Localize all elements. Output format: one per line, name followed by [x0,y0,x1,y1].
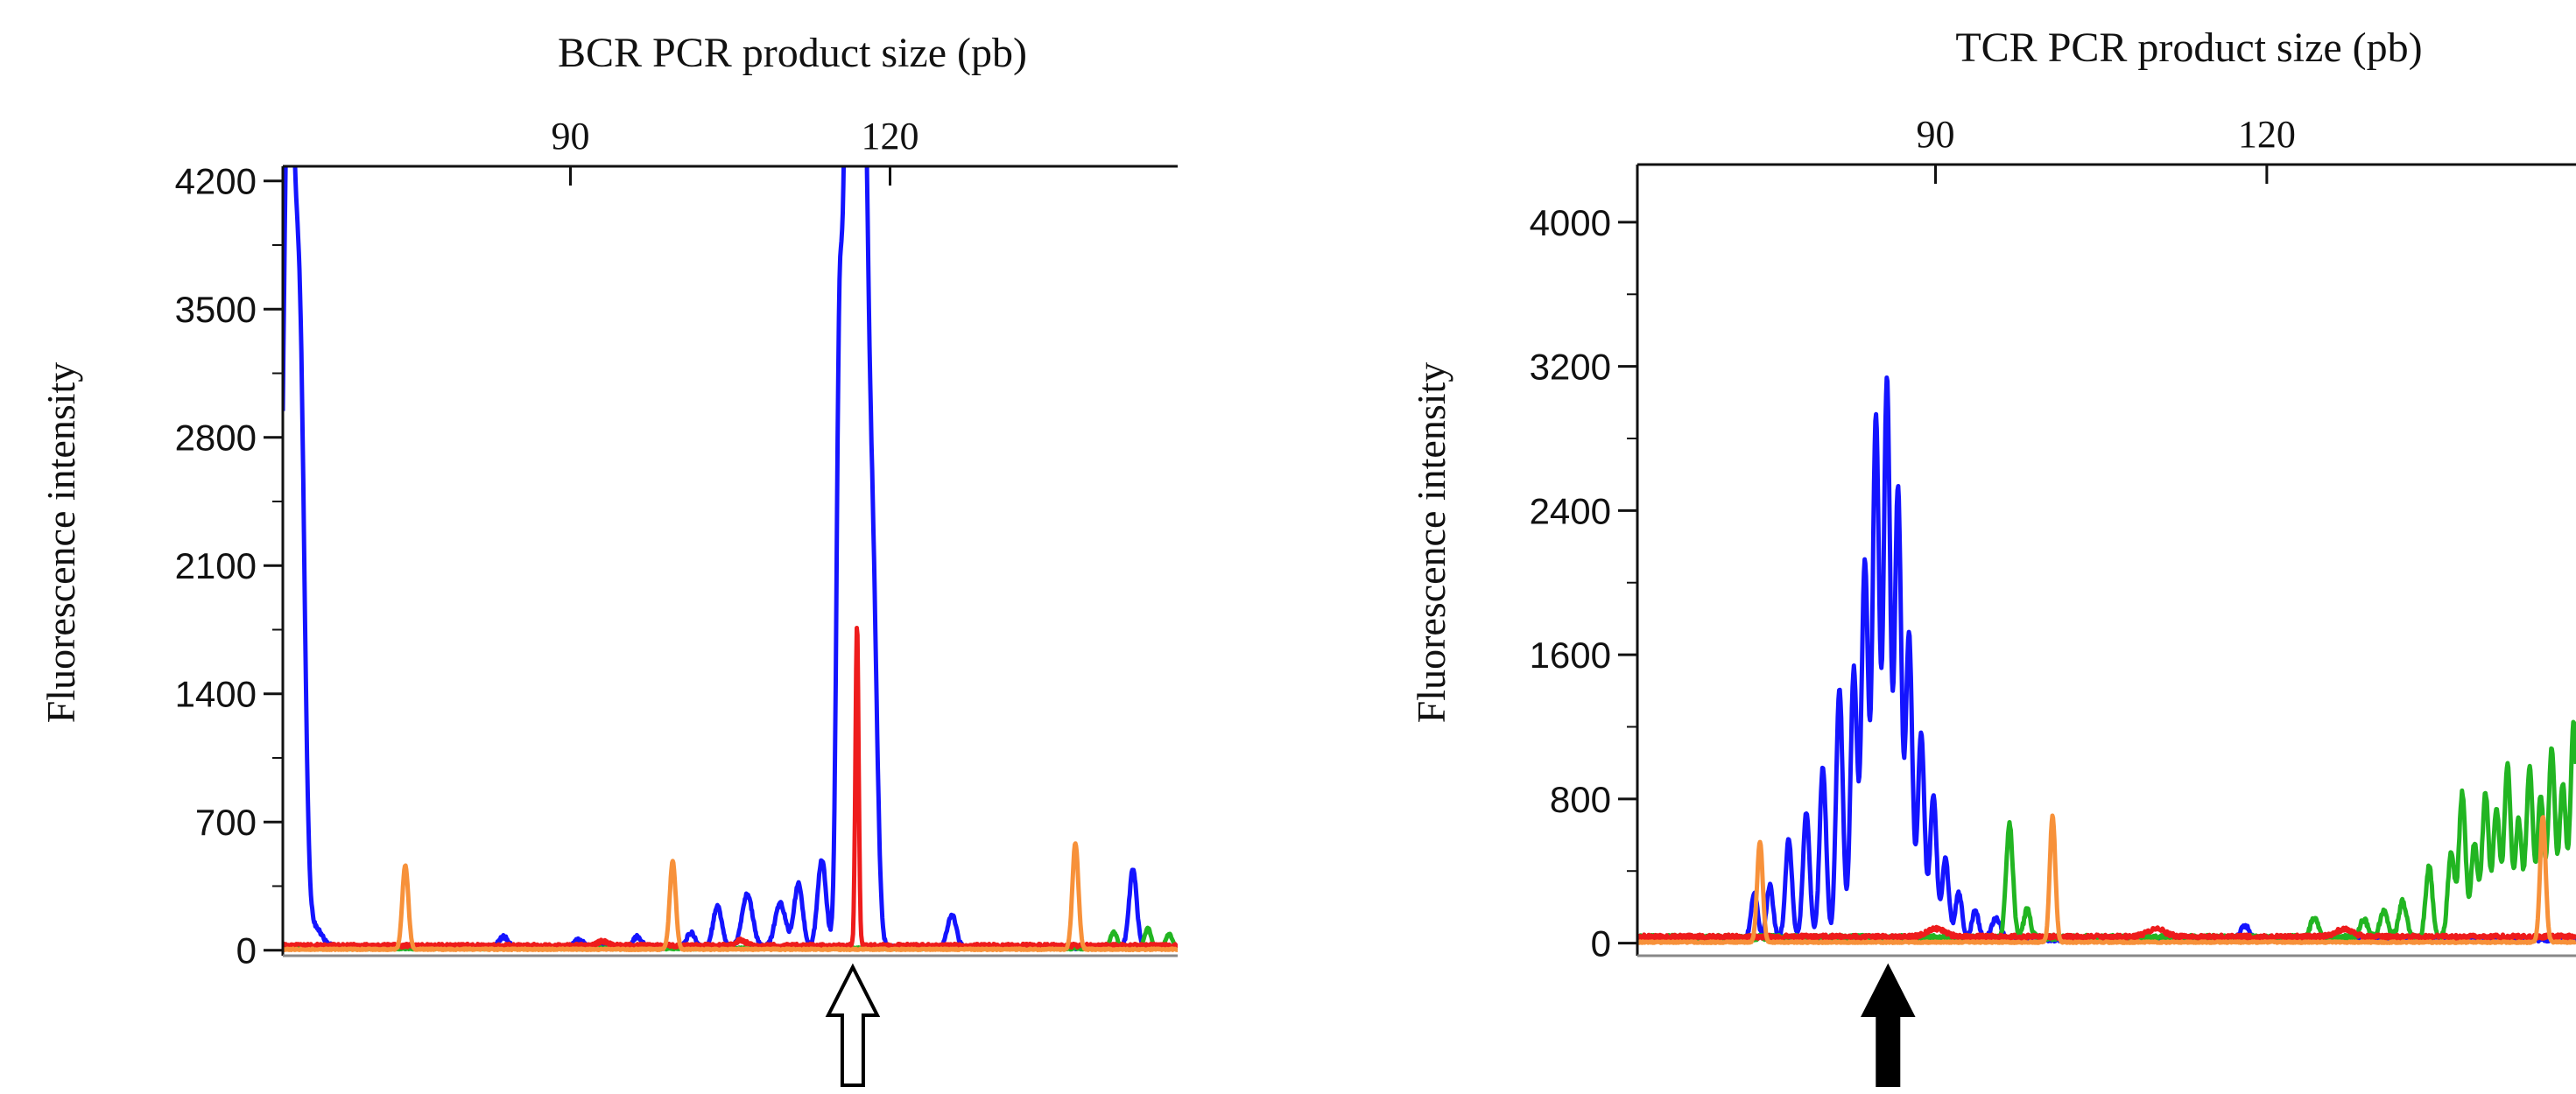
bcr-y-tick-label: 3500 [175,289,257,330]
bcr-open-arrow [825,963,881,1087]
bcr-chart-panel: BCR PCR product size (pb) Fluorescence i… [39,30,1178,1087]
tcr-traces [1637,375,2576,945]
bcr-series-red [283,626,1178,950]
bcr-y-tick-label: 1400 [175,674,257,715]
bcr-x-tick-label: 120 [862,115,919,158]
bcr-series-blue [283,166,1178,952]
bcr-traces [283,166,1178,952]
tcr-solid-arrow [1861,963,1916,1087]
bcr-y-tick-label: 0 [236,930,257,971]
bcr-y-tick-label: 700 [195,802,257,843]
tcr-y-tick-label: 2400 [1530,490,1611,531]
tcr-y-tick-label: 0 [1591,923,1611,964]
tcr-series-red [1637,924,2576,942]
tcr-axes: 0 800 1600 2400 3200 4000 90 120 [1530,113,2576,964]
bcr-y-tick-label: 4200 [175,161,257,202]
tcr-y-tick-label: 3200 [1530,347,1611,388]
bcr-series-orange [283,841,1178,952]
bcr-y-tick-label: 2100 [175,545,257,586]
tcr-chart-panel: TCR PCR product size (pb) Fluorescence i… [1409,25,2576,1087]
tcr-series-orange [1637,813,2576,945]
bcr-arrow-shape [825,963,881,1087]
tcr-x-tick-label: 120 [2238,113,2296,156]
tcr-series-blue [1637,375,2576,944]
tcr-arrow-shape [1861,963,1916,1087]
bcr-y-tick-label: 2800 [175,417,257,459]
tcr-y-tick-label: 800 [1550,779,1611,820]
tcr-y-tick-label: 1600 [1530,635,1611,676]
tcr-series-green [1637,719,2576,943]
tcr-y-tick-label: 4000 [1530,202,1611,243]
bcr-x-tick-label: 90 [552,115,590,158]
tcr-chart-title: TCR PCR product size (pb) [1955,25,2422,71]
tcr-x-tick-label: 90 [1917,113,1955,156]
bcr-chart-title: BCR PCR product size (pb) [558,30,1027,76]
bcr-y-axis-label: Fluorescence intensity [39,362,83,724]
tcr-y-axis-label: Fluorescence intensity [1409,362,1453,724]
bcr-axes: 0 700 1400 2100 2800 3500 4200 90 120 [175,115,1178,971]
